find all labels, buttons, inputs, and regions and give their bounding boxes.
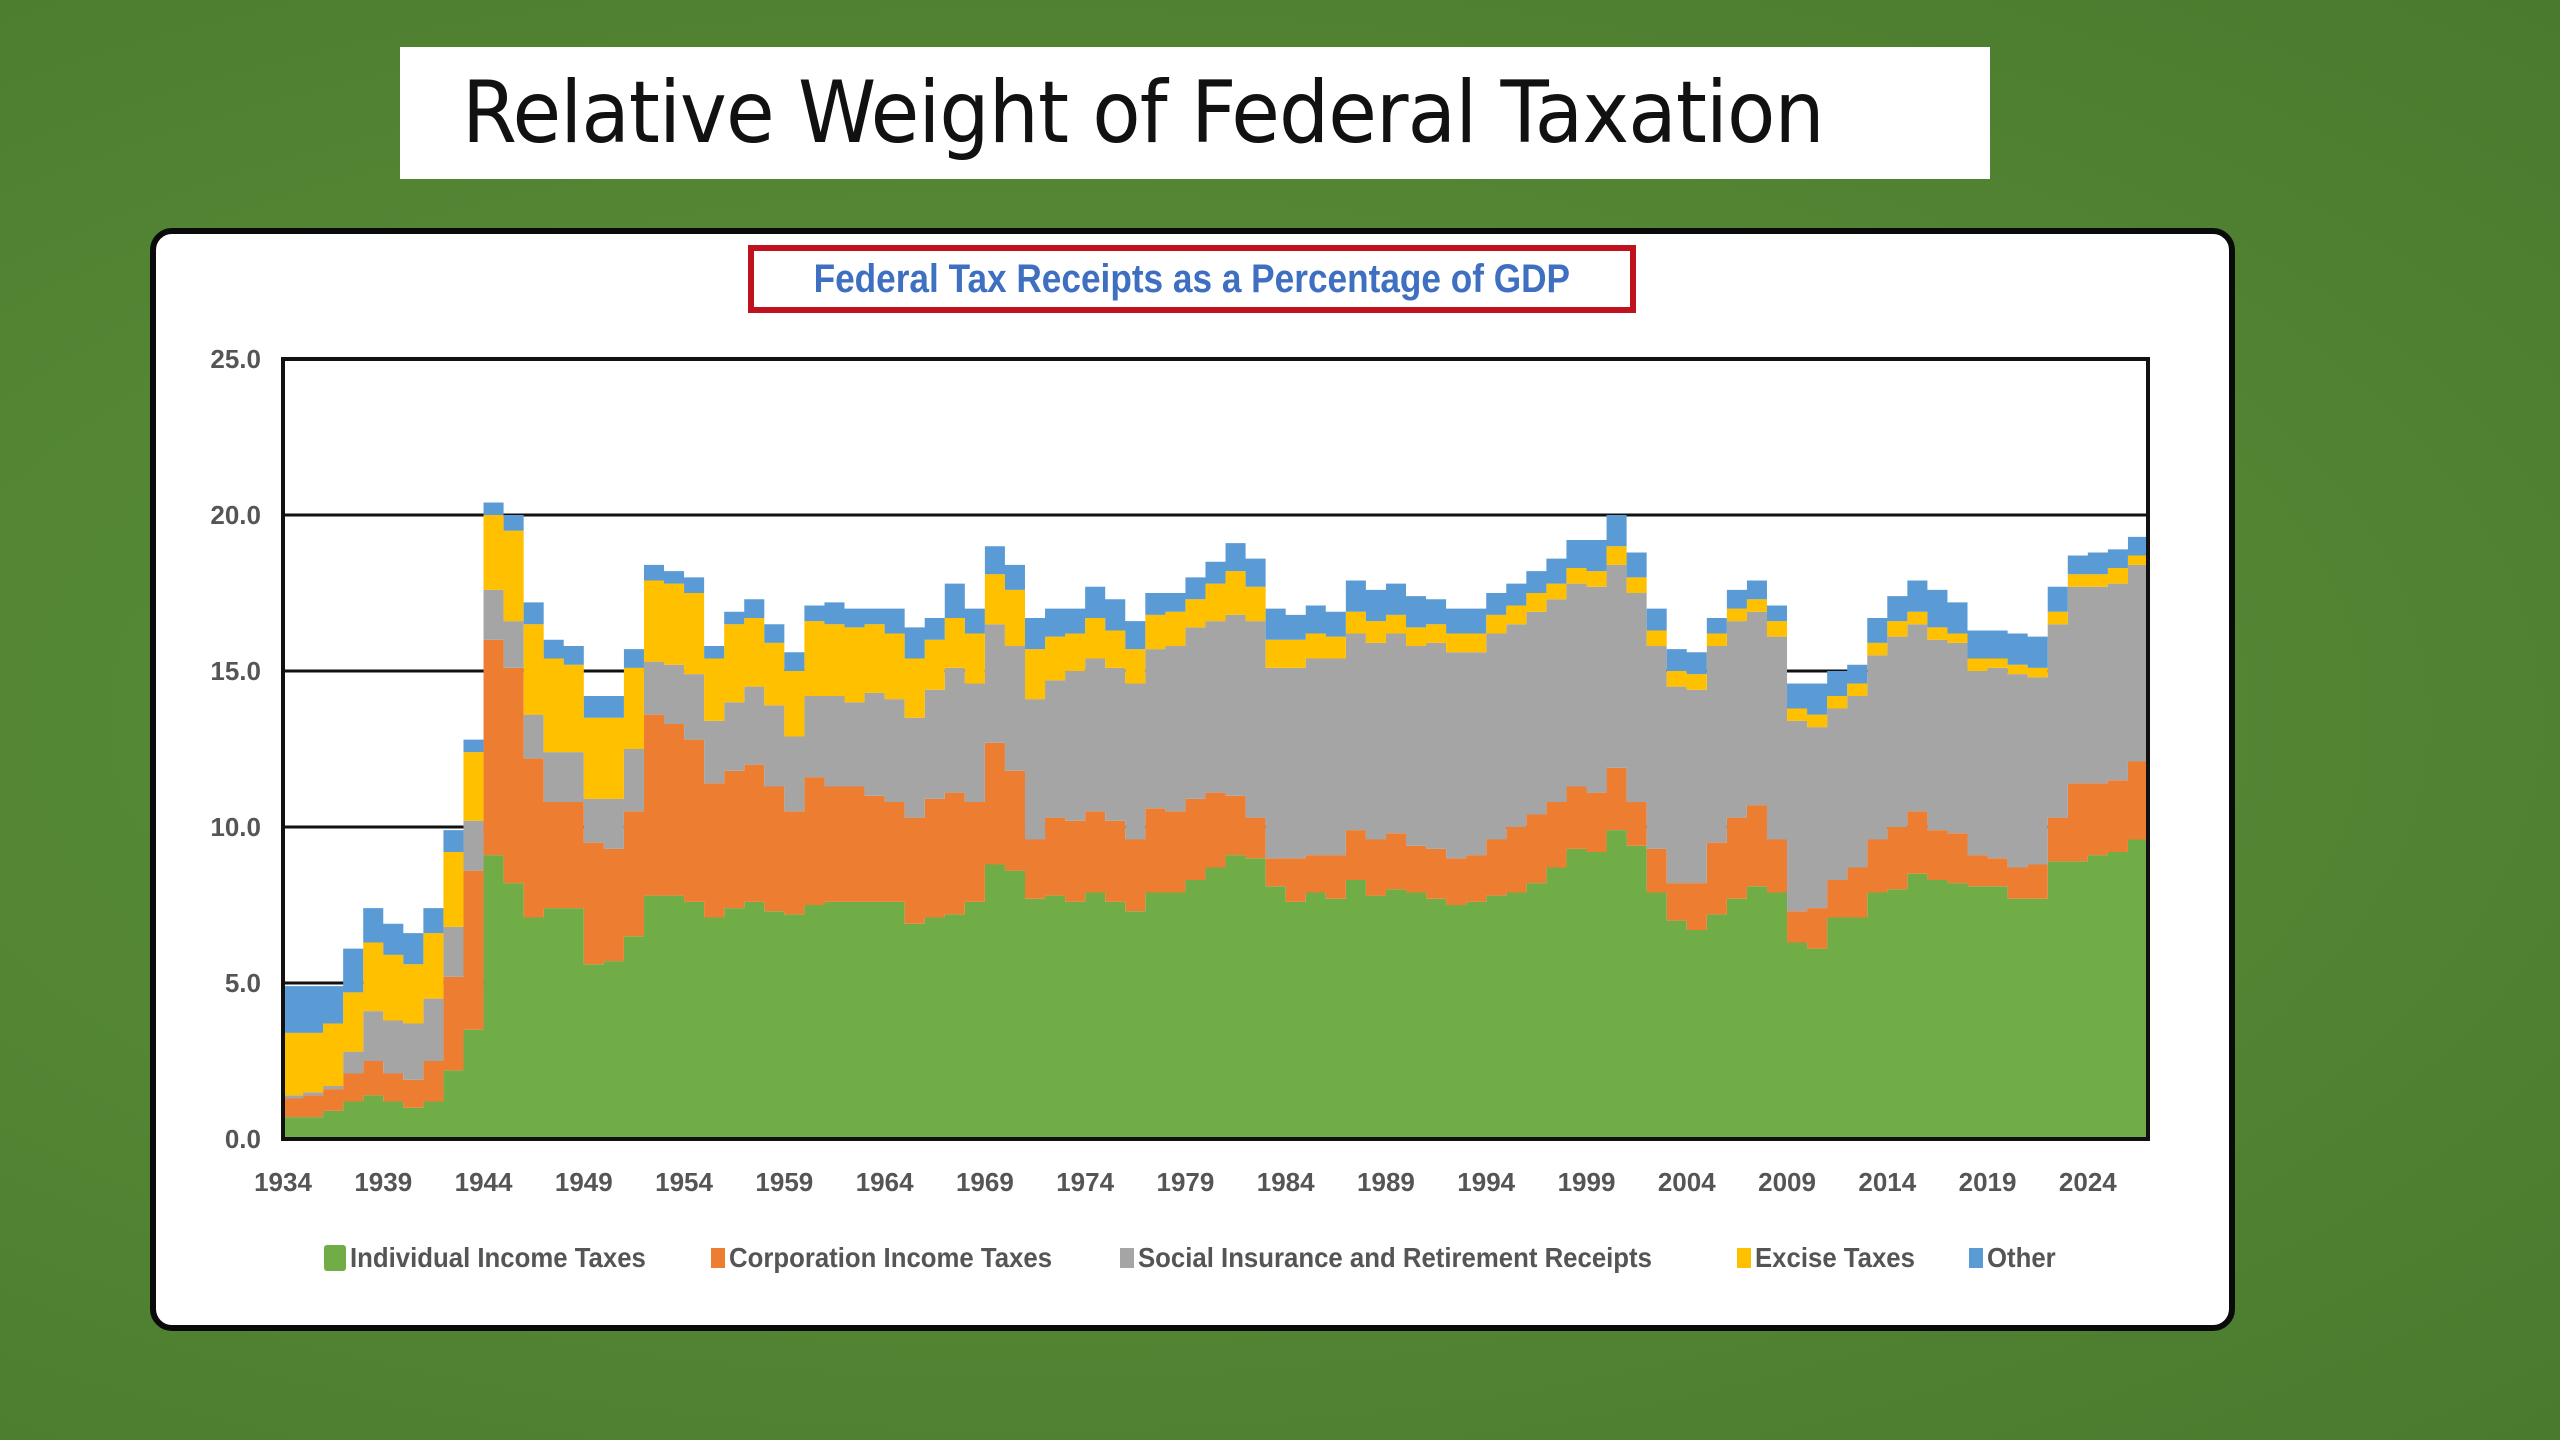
- x-tick-label: 1984: [1257, 1167, 1315, 1197]
- legend-label-social-insurance: Social Insurance and Retirement Receipts: [1138, 1242, 1653, 1273]
- legend-item-corporation: Corporation Income Taxes: [711, 1242, 1080, 1274]
- legend-swatch-individual: [323, 1245, 346, 1271]
- chart-title: Federal Tax Receipts as a Percentage of …: [813, 256, 1571, 301]
- x-tick-label: 1949: [555, 1167, 613, 1197]
- slide-title: Relative Weight of Federal Taxation: [462, 63, 1825, 163]
- legend-swatch-corporation: [711, 1248, 726, 1268]
- x-tick-label: 1999: [1558, 1167, 1616, 1197]
- x-tick-label: 1944: [455, 1167, 513, 1197]
- y-tick-label: 20.0: [210, 500, 261, 530]
- y-tick-label: 10.0: [210, 812, 261, 842]
- stacked-area-chart: 0.0 5.0 10.0 15.0 20.0 25.0 1934 1939 1944 1949 19…: [210, 344, 2150, 1197]
- x-tick-label: 1939: [354, 1167, 412, 1197]
- series-area-individual-income-taxes: [283, 830, 2148, 1139]
- series-area-excise-taxes: [283, 515, 2148, 1096]
- legend-swatch-other: [1968, 1248, 1983, 1268]
- plot-frame: [281, 357, 2150, 1141]
- chart-title-box: Federal Tax Receipts as a Percentage of …: [748, 245, 1636, 313]
- y-tick-label: 0.0: [225, 1124, 261, 1154]
- legend-label-excise: Excise Taxes: [1754, 1242, 1915, 1273]
- legend-label-corporation: Corporation Income Taxes: [729, 1242, 1053, 1273]
- x-tick-label: 1989: [1357, 1167, 1415, 1197]
- x-tick-label: 2019: [1959, 1167, 2017, 1197]
- x-tick-label: 2009: [1758, 1167, 1816, 1197]
- x-tick-label: 1974: [1056, 1167, 1114, 1197]
- x-tick-label: 1994: [1457, 1167, 1515, 1197]
- x-tick-label: 1934: [254, 1167, 312, 1197]
- legend-label-other: Other: [1986, 1242, 2056, 1273]
- legend-item-social-insurance: Social Insurance and Retirement Receipts: [1120, 1242, 1697, 1274]
- legend-label-individual: Individual Income Taxes: [349, 1242, 646, 1273]
- x-tick-label: 1964: [856, 1167, 914, 1197]
- x-tick-label: 1969: [956, 1167, 1014, 1197]
- x-tick-label: 2024: [2059, 1167, 2117, 1197]
- slide-title-box: Relative Weight of Federal Taxation: [400, 47, 1990, 179]
- x-tick-label: 2014: [1858, 1167, 1916, 1197]
- y-tick-label: 25.0: [210, 344, 261, 374]
- y-tick-label: 15.0: [210, 656, 261, 686]
- chart-card: Federal Tax Receipts as a Percentage of …: [150, 228, 2235, 1331]
- legend-item-other: Other: [1968, 1242, 2062, 1274]
- legend-swatch-social-insurance: [1120, 1248, 1135, 1268]
- series-area-corporation-income-taxes: [283, 639, 2148, 1118]
- y-tick-label: 5.0: [225, 968, 261, 998]
- x-tick-label: 1954: [655, 1167, 713, 1197]
- legend-item-individual: Individual Income Taxes: [323, 1242, 672, 1274]
- x-tick-label: 2004: [1658, 1167, 1716, 1197]
- legend-item-excise: Excise Taxes: [1736, 1242, 1929, 1274]
- series-area-social-insurance-and-retirement-receipts: [283, 564, 2148, 1099]
- x-tick-label: 1979: [1156, 1167, 1214, 1197]
- legend: Individual Income Taxes Corporation Inco…: [156, 1242, 2229, 1274]
- legend-swatch-excise: [1736, 1248, 1751, 1268]
- x-tick-label: 1959: [755, 1167, 813, 1197]
